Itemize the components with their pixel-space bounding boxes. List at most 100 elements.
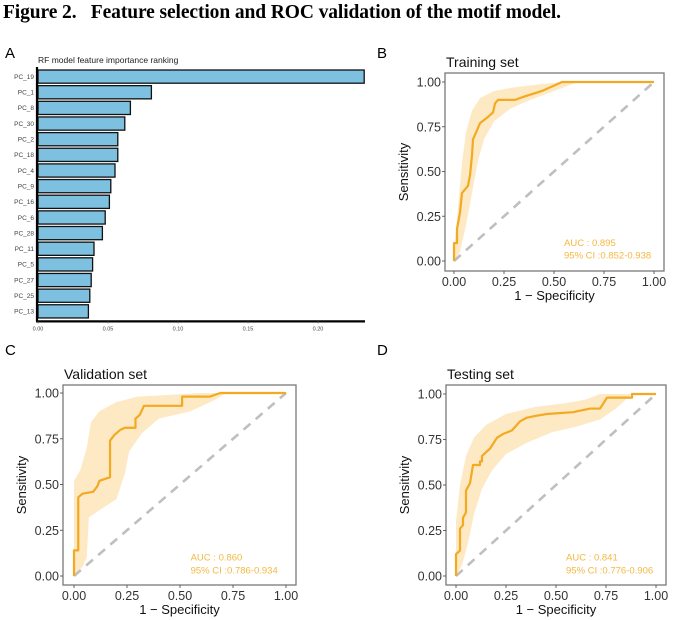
roc-x-axis-label: 1 − Specificity bbox=[514, 288, 595, 303]
bar-x-tick-label: 0.15 bbox=[243, 326, 254, 332]
bar-category-label: PC_13 bbox=[14, 309, 34, 316]
bar-pc-5 bbox=[37, 257, 94, 272]
roc-x-tick-label: 0.50 bbox=[168, 589, 192, 603]
bar-pc-18 bbox=[37, 147, 119, 163]
bar-category-label: PC_2 bbox=[18, 137, 35, 144]
bar-pc-19 bbox=[37, 69, 365, 84]
bar-x-tick-label: 0.05 bbox=[103, 326, 114, 332]
roc-reference-diagonal bbox=[453, 81, 655, 262]
roc-y-tick-label: 1.00 bbox=[417, 76, 441, 90]
bar-pc-30 bbox=[37, 116, 126, 131]
bar-pc-16 bbox=[37, 194, 111, 210]
bar-category-label: PC_28 bbox=[14, 230, 34, 237]
bar-pc-11 bbox=[37, 241, 95, 256]
panel-b-roc-training: Training set 0.000.00 0.25 0.25 0.50 0.50 0.75… bbox=[396, 54, 666, 303]
roc-curve bbox=[452, 80, 654, 261]
roc-y-tick-label: 0.00 bbox=[418, 570, 442, 584]
bar-chart-title: RF model feature importance ranking bbox=[38, 55, 179, 65]
panel-d-roc-testing: Testing set 0.000.00 0.25 0.25 0.50 0.50 0.75 0… bbox=[397, 366, 668, 617]
bar-category-label: PC_19 bbox=[14, 74, 34, 81]
bar-pc-6 bbox=[37, 210, 106, 225]
bar-pc-13 bbox=[37, 304, 90, 319]
bar-x-tick-label: 0.00 bbox=[33, 326, 44, 332]
roc-x-tick-label: 0.25 bbox=[494, 589, 518, 603]
auc-value-label: AUC : 0.841 bbox=[566, 553, 618, 564]
bar-pc-4 bbox=[37, 163, 116, 178]
bar-category-label: PC_27 bbox=[14, 277, 34, 284]
roc-curve bbox=[454, 392, 656, 576]
panel-a-bar-chart: RF model feature importance ranking PC_19… bbox=[14, 55, 365, 332]
bar-pc-25 bbox=[37, 288, 91, 303]
bar-pc-2 bbox=[37, 131, 119, 147]
bar-category-label: PC_8 bbox=[18, 105, 35, 112]
bar-category-label: PC_16 bbox=[14, 199, 34, 206]
bar-pc-9 bbox=[37, 178, 112, 194]
roc-x-tick-label: 1.00 bbox=[642, 275, 666, 289]
roc-y-tick-label: 1.00 bbox=[418, 388, 442, 402]
roc-x-tick-label: 0.75 bbox=[594, 589, 618, 603]
roc-y-tick-label: 0.25 bbox=[35, 524, 59, 538]
roc-y-tick-label: 0.75 bbox=[417, 120, 441, 134]
bar-x-tick-label: 0.20 bbox=[313, 326, 324, 332]
bar-pc-28 bbox=[37, 225, 104, 241]
roc-curve bbox=[72, 391, 286, 576]
roc-y-tick-label: 0.75 bbox=[418, 433, 442, 447]
roc-x-tick-label: 1.00 bbox=[274, 589, 298, 603]
roc-y-tick-label: 0.00 bbox=[417, 255, 441, 269]
panel-letter-d: D bbox=[377, 342, 388, 359]
ci-value-label: 95% CI :0.786-0.934 bbox=[191, 565, 278, 576]
auc-value-label: AUC : 0.895 bbox=[564, 238, 616, 249]
ci-value-label: 95% CI :0.776-0.906 bbox=[566, 565, 653, 576]
bar-category-label: PC_9 bbox=[18, 183, 35, 190]
roc-y-tick-label: 0.75 bbox=[35, 432, 59, 446]
panel-letter-b: B bbox=[377, 45, 387, 62]
bar-x-tick-label: 0.10 bbox=[173, 326, 184, 332]
bar-pc-1 bbox=[37, 85, 153, 100]
roc-y-tick-label: 1.00 bbox=[35, 387, 59, 401]
bar-category-label: PC_30 bbox=[14, 121, 34, 128]
roc-x-tick-label: 0.75 bbox=[592, 275, 616, 289]
panel-letter-a: A bbox=[5, 45, 15, 62]
roc-title: Training set bbox=[446, 54, 519, 70]
panel-c-roc-validation: Validation set 0.000.00 0.25 0.25 0.50 0.50 0.… bbox=[14, 366, 298, 617]
roc-x-axis-label: 1 − Specificity bbox=[516, 602, 597, 617]
bar-category-label: PC_25 bbox=[14, 293, 34, 300]
bar-category-label: PC_4 bbox=[18, 168, 35, 175]
roc-x-tick-label: 0.00 bbox=[442, 275, 466, 289]
roc-y-axis-label: Sensitivity bbox=[396, 142, 411, 201]
bar-category-label: PC_18 bbox=[14, 152, 34, 159]
bar-pc-27 bbox=[37, 272, 92, 288]
panel-letter-c: C bbox=[5, 342, 16, 359]
roc-x-axis-label: 1 − Specificity bbox=[139, 602, 220, 617]
roc-y-tick-label: 0.50 bbox=[35, 478, 59, 492]
roc-confidence-band bbox=[74, 393, 286, 576]
figure-title: Figure 2. Feature selection and ROC vali… bbox=[3, 2, 561, 23]
ci-value-label: 95% CI :0.852-0.938 bbox=[564, 250, 651, 261]
roc-title: Validation set bbox=[64, 366, 147, 382]
roc-x-tick-label: 0.50 bbox=[544, 589, 568, 603]
roc-y-axis-label: Sensitivity bbox=[14, 455, 29, 514]
roc-y-tick-label: 0.25 bbox=[417, 210, 441, 224]
roc-title: Testing set bbox=[447, 366, 514, 382]
roc-x-tick-label: 0.00 bbox=[444, 589, 468, 603]
roc-x-tick-label: 1.00 bbox=[644, 589, 668, 603]
roc-y-tick-label: 0.50 bbox=[417, 165, 441, 179]
roc-y-tick-label: 0.25 bbox=[418, 524, 442, 538]
roc-y-tick-label: 0.50 bbox=[418, 479, 442, 493]
bar-pc-8 bbox=[37, 100, 132, 116]
roc-x-tick-label: 0.75 bbox=[221, 589, 245, 603]
roc-confidence-band bbox=[456, 394, 656, 576]
roc-x-tick-label: 0.25 bbox=[115, 589, 139, 603]
roc-reference-diagonal bbox=[455, 393, 657, 577]
bar-category-label: PC_6 bbox=[18, 215, 35, 222]
roc-x-tick-label: 0.50 bbox=[542, 275, 566, 289]
auc-value-label: AUC : 0.860 bbox=[191, 552, 243, 563]
roc-x-tick-label: 0.00 bbox=[62, 589, 86, 603]
bar-category-label: PC_5 bbox=[18, 262, 35, 269]
roc-y-tick-label: 0.00 bbox=[35, 570, 59, 584]
bar-category-label: PC_1 bbox=[18, 90, 35, 97]
roc-x-tick-label: 0.25 bbox=[492, 275, 516, 289]
bar-category-label: PC_11 bbox=[15, 246, 35, 253]
roc-y-axis-label: Sensitivity bbox=[397, 455, 412, 514]
